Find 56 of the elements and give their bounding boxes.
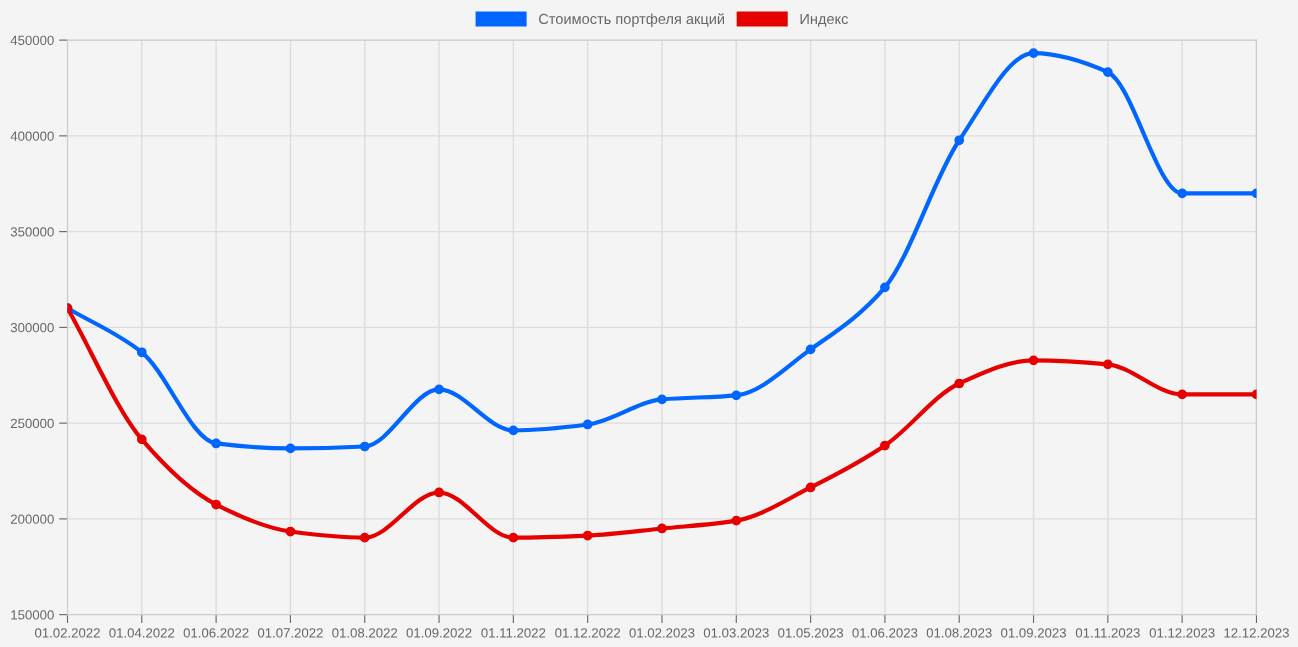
point (1177, 389, 1188, 400)
legend-label: Стоимость портфеля акций (539, 13, 725, 27)
y-tick-label: 350000 (10, 227, 54, 237)
point (731, 390, 742, 401)
point (508, 425, 519, 436)
point (1028, 355, 1039, 366)
x-tick-label: 01.07.2022 (257, 628, 323, 638)
point (954, 378, 965, 389)
y-tick-label: 400000 (10, 131, 54, 141)
point (1102, 359, 1113, 370)
point (880, 282, 890, 293)
point (285, 526, 296, 537)
point (136, 434, 147, 445)
point (434, 487, 444, 498)
x-tick-label: 01.12.2023 (1149, 628, 1215, 638)
x-tick-label: 12.12.2023 (1224, 628, 1289, 638)
point (434, 384, 444, 395)
point (508, 532, 519, 543)
point (657, 523, 667, 534)
y-tick-label: 150000 (11, 610, 54, 620)
point (805, 482, 816, 493)
x-tick-label: 01.04.2022 (109, 628, 175, 638)
point (805, 344, 816, 355)
x-tick-label: 01.11.2023 (1075, 628, 1140, 638)
x-tick-label: 01.03.2023 (703, 628, 769, 638)
point (954, 135, 965, 146)
point (211, 499, 221, 510)
x-tick-label: 01.06.2022 (183, 628, 249, 638)
point (582, 419, 593, 430)
x-tick-label: 01.06.2023 (852, 628, 918, 638)
point (359, 441, 370, 452)
y-tick-label: 450000 (10, 35, 54, 46)
point (582, 530, 593, 541)
x-tick-label: 01.11.2022 (481, 628, 546, 638)
x-tick-label: 01.08.2022 (332, 628, 398, 638)
x-tick-label: 01.12.2022 (555, 628, 621, 638)
point (136, 347, 147, 358)
x-tick-label: 01.09.2022 (406, 628, 472, 638)
x-tick-label: 01.08.2023 (926, 628, 992, 638)
x-tick-label: 01.05.2023 (778, 628, 844, 638)
point (1177, 188, 1188, 199)
legend-label: Индекс (800, 13, 848, 27)
y-tick-label: 200000 (10, 514, 54, 524)
y-tick-label: 250000 (10, 418, 54, 429)
x-tick-label: 01.09.2023 (1001, 628, 1066, 638)
point (1102, 67, 1113, 77)
x-tick-label: 01.02.2022 (35, 628, 100, 638)
point (657, 394, 667, 405)
point (285, 443, 296, 454)
x-tick-label: 01.02.2023 (629, 628, 695, 638)
point (1028, 48, 1039, 58)
point (211, 438, 221, 449)
y-tick-label: 300000 (10, 322, 54, 333)
point (359, 532, 370, 543)
point (880, 440, 890, 451)
point (731, 515, 742, 526)
